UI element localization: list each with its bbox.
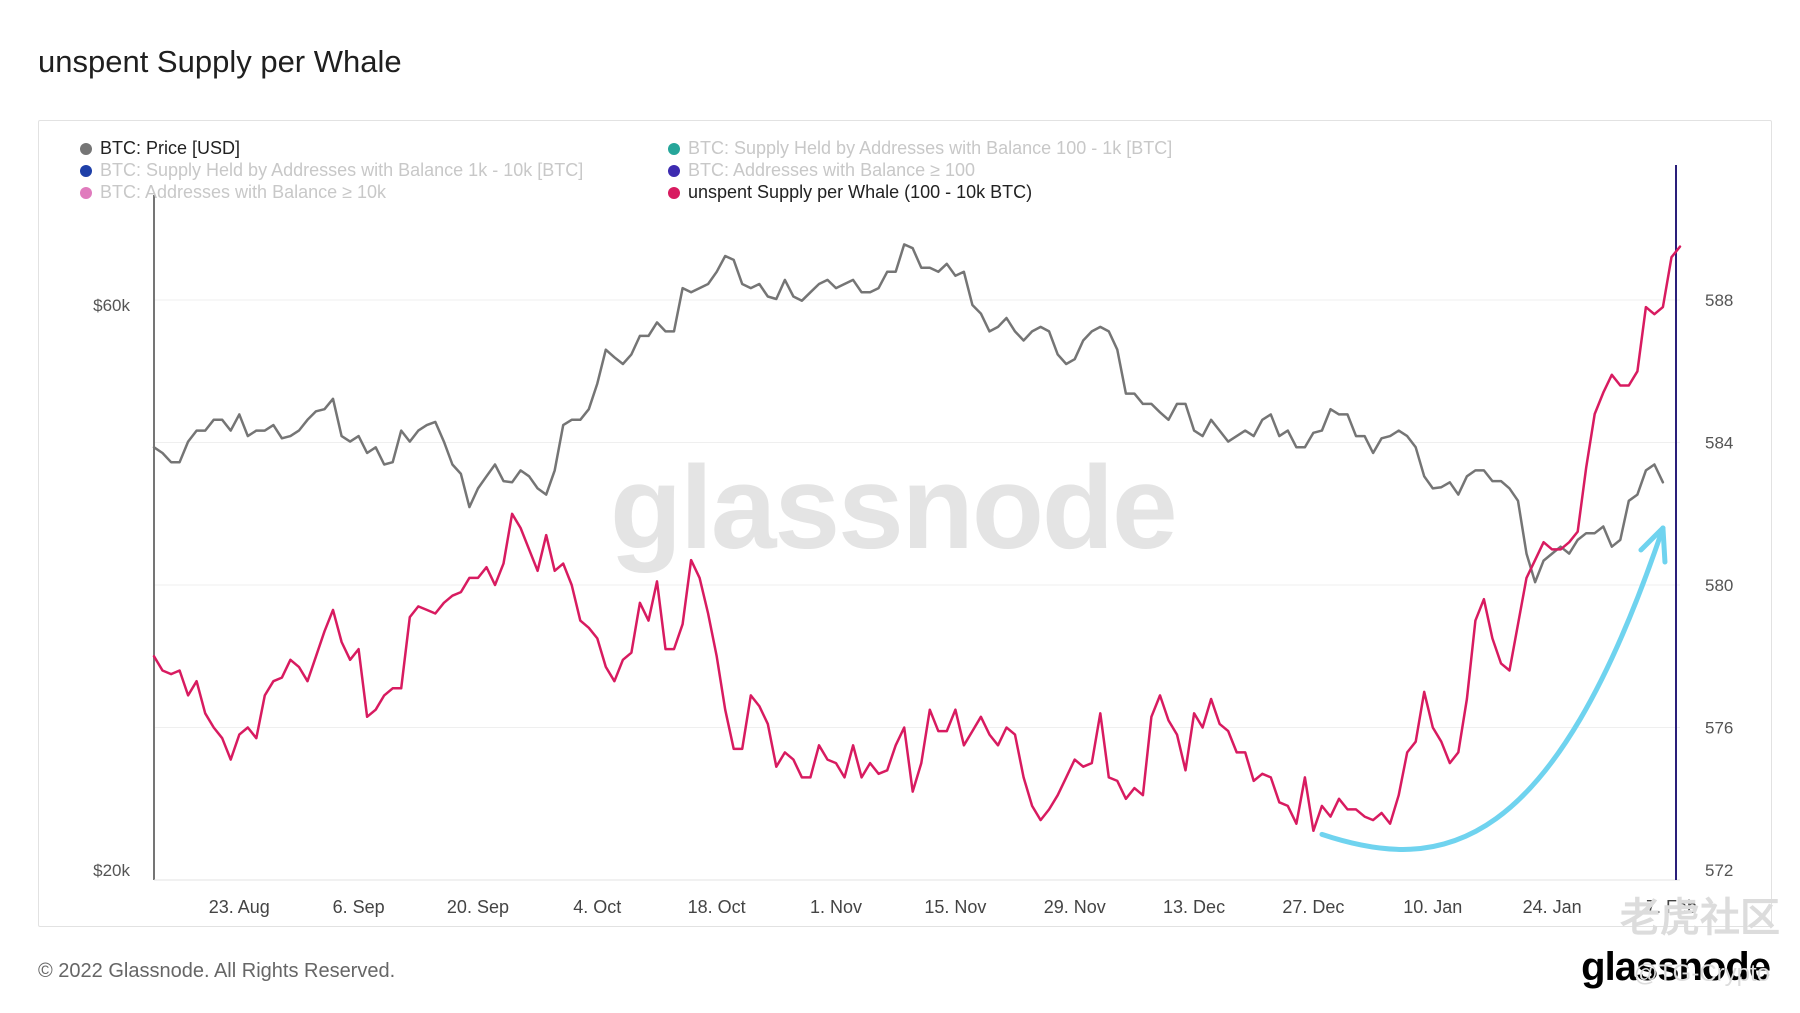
legend-item-addresses-10k[interactable]: BTC: Addresses with Balance ≥ 10k (80, 182, 386, 203)
y-right-tick-label: 572 (1705, 861, 1733, 880)
x-tick-label: 15. Nov (924, 897, 986, 917)
x-tick-label: 29. Nov (1044, 897, 1106, 917)
x-tick-label: 20. Sep (447, 897, 509, 917)
chart-watermark: glassnode (610, 442, 1178, 574)
legend-label: BTC: Price [USD] (100, 138, 241, 158)
legend-item-price[interactable]: BTC: Price [USD] (80, 138, 240, 159)
y-right-tick-label: 588 (1705, 291, 1733, 310)
x-tick-label: 24. Jan (1523, 897, 1582, 917)
trend-arrow-curve (1319, 525, 1666, 852)
legend-dot-icon (80, 164, 92, 177)
price-series-line[interactable] (152, 243, 1665, 584)
legend-item-supply-1k-10k[interactable]: BTC: Supply Held by Addresses with Balan… (80, 160, 583, 181)
x-tick-label: 13. Dec (1163, 897, 1225, 917)
x-tick-label: 1. Nov (810, 897, 862, 917)
legend-item-supply-per-whale[interactable]: unspent Supply per Whale (100 - 10k BTC) (668, 182, 1032, 203)
legend-label: unspent Supply per Whale (100 - 10k BTC) (688, 182, 1033, 202)
legend-label: BTC: Supply Held by Addresses with Balan… (688, 138, 1173, 158)
legend-item-addresses-100[interactable]: BTC: Addresses with Balance ≥ 100 (668, 160, 975, 181)
legend-dot-icon (668, 142, 680, 155)
y-right-tick-label: 580 (1705, 576, 1733, 595)
legend-item-supply-100-1k[interactable]: BTC: Supply Held by Addresses with Balan… (668, 138, 1172, 159)
brand-logo[interactable]: glassnode (1581, 945, 1771, 989)
chart-panel (38, 120, 1772, 927)
x-tick-label: 10. Jan (1403, 897, 1462, 917)
legend-dot-icon (80, 186, 92, 199)
legend-label: BTC: Addresses with Balance ≥ 100 (688, 160, 976, 180)
y-left-tick-label: $60k (93, 296, 130, 315)
supply-per-whale-series-line[interactable] (152, 245, 1682, 833)
x-tick-label: 23. Aug (209, 897, 270, 917)
legend-label: BTC: Supply Held by Addresses with Balan… (100, 160, 584, 180)
x-tick-label: 4. Oct (573, 897, 621, 917)
legend-label: BTC: Addresses with Balance ≥ 10k (100, 182, 387, 202)
overlay-watermark: 老虎社区 (1620, 896, 1780, 940)
x-tick-label: 27. Dec (1282, 897, 1344, 917)
y-right-tick-label: 584 (1705, 434, 1733, 453)
y-right-tick-label: 576 (1705, 719, 1733, 738)
x-tick-label: 6. Sep (333, 897, 385, 917)
copyright-text: © 2022 Glassnode. All Rights Reserved. (38, 960, 396, 982)
legend-dot-icon (80, 142, 92, 155)
x-tick-label: 18. Oct (688, 897, 746, 917)
x-tick-label: 7. Feb (1646, 897, 1697, 917)
page-title: unspent Supply per Whale (38, 44, 402, 79)
y-left-tick-label: $20k (93, 861, 130, 880)
chart-legend: BTC: Price [USD] BTC: Supply Held by Add… (80, 138, 1280, 208)
overlay-handle: @TG-Crypto (1633, 960, 1770, 987)
legend-dot-icon (668, 164, 680, 177)
legend-dot-icon (668, 186, 680, 199)
trend-arrow-head (1638, 525, 1668, 565)
